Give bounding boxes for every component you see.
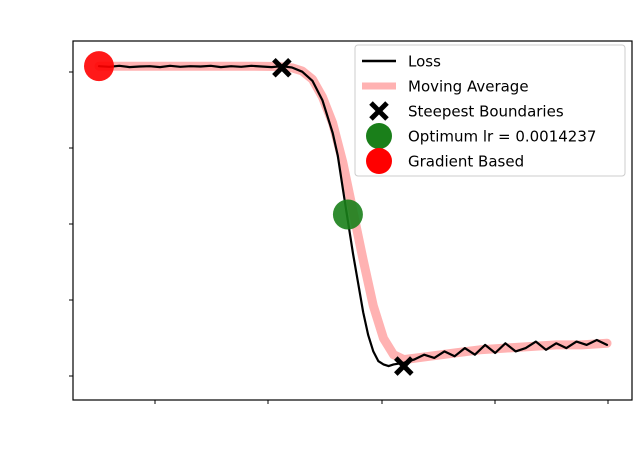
series-layer bbox=[84, 51, 612, 376]
legend-label-gradient-based: Gradient Based bbox=[408, 153, 524, 171]
loss-line bbox=[97, 64, 609, 368]
steepest-boundaries-marker-1 bbox=[394, 356, 414, 376]
gradient-based-marker bbox=[84, 51, 114, 82]
legend: Loss Moving Average Steepest Boundaries Opt… bbox=[354, 44, 626, 177]
optimum-lr-0-0014237-marker bbox=[332, 199, 363, 230]
legend-handle-gradient-based bbox=[366, 148, 392, 174]
legend-label-optimum-lr-0-0014237: Optimum lr = 0.0014237 bbox=[408, 128, 596, 146]
legend-box bbox=[354, 44, 626, 177]
legend-handle-steepest-boundaries bbox=[369, 101, 389, 121]
steepest-boundaries-marker-0 bbox=[272, 58, 292, 78]
legend-label-steepest-boundaries: Steepest Boundaries bbox=[408, 103, 564, 121]
legend-handle-optimum-lr-0-0014237 bbox=[366, 123, 392, 149]
axis-ticks bbox=[69, 71, 609, 404]
legend-label-moving-average: Moving Average bbox=[408, 78, 529, 96]
legend-label-loss: Loss bbox=[408, 53, 441, 71]
